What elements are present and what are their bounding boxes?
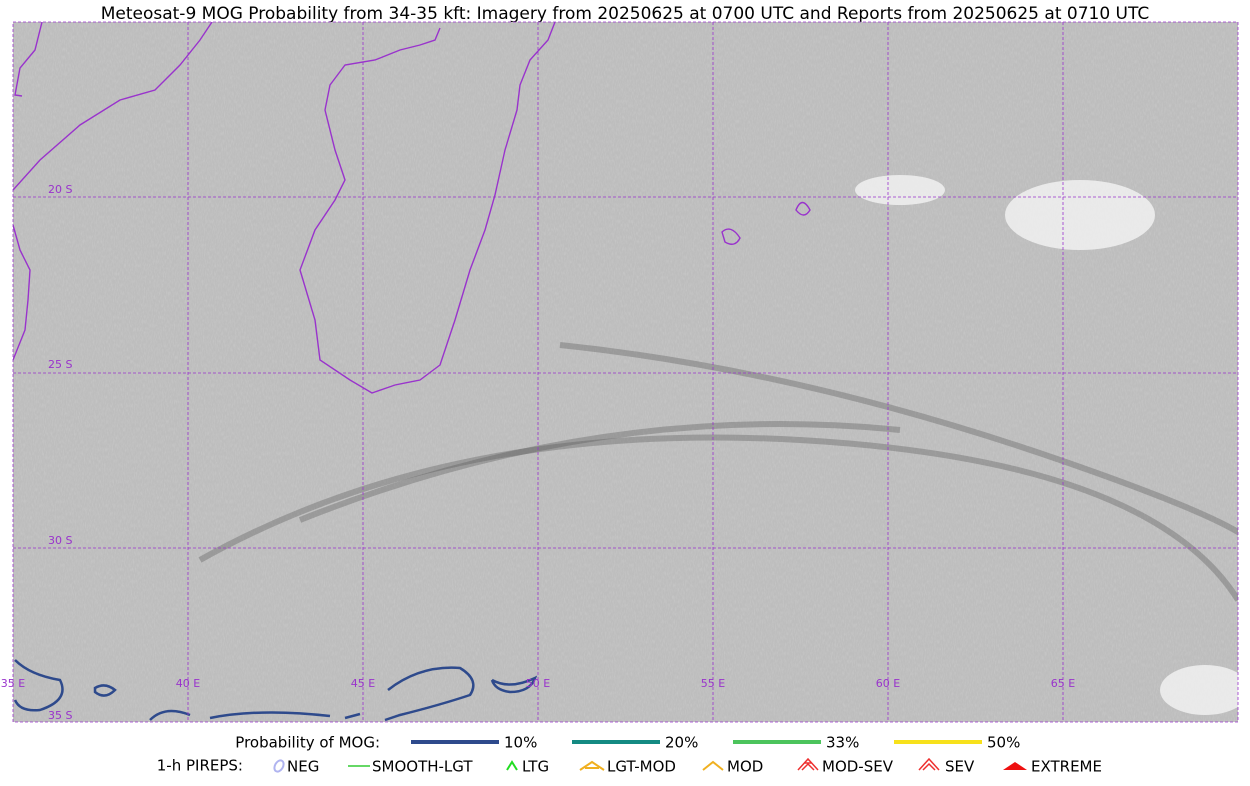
longitude-label: 65 E [1051, 677, 1075, 690]
legend-label: 50% [987, 734, 1020, 752]
latitude-label: 25 S [48, 358, 72, 371]
longitude-label: 55 E [701, 677, 725, 690]
legend-label: 20% [665, 734, 698, 752]
latitude-label: 35 S [48, 709, 72, 722]
cloud-streaks [198, 342, 1238, 602]
legend-title: Probability of MOG: [235, 734, 380, 752]
longitude-label: 40 E [176, 677, 200, 690]
pirep-icon [918, 757, 940, 771]
title: Meteosat-9 MOG Probability from 34-35 kf… [101, 4, 1150, 24]
legend-label: LGT-MOD [607, 758, 676, 776]
longitude-label: 45 E [351, 677, 375, 690]
longitude-label: 50 E [526, 677, 550, 690]
pirep-icon [273, 759, 285, 773]
legend-title: 1-h PIREPS: [157, 757, 243, 775]
legend-label: NEG [287, 758, 319, 776]
legend-label: MOD [727, 758, 763, 776]
pirep-icon [1003, 762, 1027, 770]
pirep-icon [579, 760, 605, 771]
satellite-texture [13, 22, 1238, 722]
map-area [13, 22, 1238, 722]
probability-contours [13, 659, 538, 722]
legend-label: SMOOTH-LGT [372, 758, 473, 776]
map-border [12, 21, 1239, 723]
legend-label: LTG [522, 758, 549, 776]
graticule [13, 22, 1238, 722]
legend-label: SEV [945, 758, 975, 776]
pirep-icon [702, 760, 724, 771]
legend-label: 33% [826, 734, 859, 752]
latitude-label: 20 S [48, 183, 72, 196]
longitude-label: 35 E [1, 677, 25, 690]
legend-label: 10% [504, 734, 537, 752]
pirep-icon [797, 757, 819, 771]
longitude-label: 60 E [876, 677, 900, 690]
legend-label: MOD-SEV [822, 758, 894, 776]
pirep-icon [506, 760, 518, 771]
coastlines [13, 22, 811, 394]
bright-clouds [855, 175, 1238, 715]
legend-label: EXTREME [1031, 758, 1102, 776]
latitude-label: 30 S [48, 534, 72, 547]
